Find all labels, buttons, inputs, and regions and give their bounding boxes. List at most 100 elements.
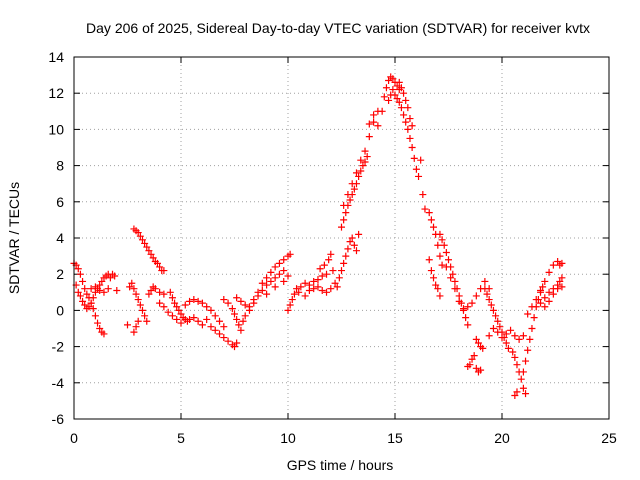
data-point: [241, 312, 249, 320]
grid: [74, 57, 609, 419]
data-point: [147, 250, 155, 258]
data-point: [310, 285, 318, 293]
data-point: [451, 285, 459, 293]
data-point: [258, 286, 266, 294]
data-point: [408, 122, 416, 130]
data-point: [485, 332, 493, 340]
data-point: [134, 296, 142, 304]
data-point: [532, 296, 540, 304]
data-point: [168, 312, 176, 320]
data-point: [87, 299, 95, 307]
data-point: [507, 326, 515, 334]
data-point: [141, 312, 149, 320]
data-point: [156, 299, 164, 307]
data-point: [89, 305, 97, 313]
data-point: [541, 303, 549, 311]
data-point: [235, 321, 243, 329]
data-point: [494, 328, 502, 336]
data-point: [74, 288, 82, 296]
y-tick-label: 4: [56, 230, 64, 246]
data-point: [406, 115, 414, 123]
data-point: [537, 286, 545, 294]
data-point: [427, 216, 435, 224]
data-point: [346, 238, 354, 246]
data-point: [94, 319, 102, 327]
data-point: [541, 277, 549, 285]
data-point: [203, 315, 211, 323]
data-point: [541, 294, 549, 302]
data-point: [549, 261, 557, 269]
data-point: [350, 241, 358, 249]
data-point: [143, 317, 151, 325]
data-point: [395, 98, 403, 106]
data-point: [365, 120, 373, 128]
data-point: [145, 247, 153, 255]
data-point: [558, 283, 566, 291]
data-point: [355, 230, 363, 238]
data-point: [432, 281, 440, 289]
data-point: [156, 288, 164, 296]
data-point: [149, 254, 157, 262]
data-point: [74, 265, 82, 273]
data-point: [175, 306, 183, 314]
data-point: [511, 391, 519, 399]
data-point: [134, 229, 142, 237]
data-point: [79, 277, 87, 285]
data-point: [468, 299, 476, 307]
data-point: [481, 277, 489, 285]
data-point: [415, 172, 423, 180]
data-point: [483, 290, 491, 298]
data-point: [271, 274, 279, 282]
data-point: [434, 285, 442, 293]
data-point: [442, 248, 450, 256]
data-point: [338, 267, 345, 275]
data-point: [494, 317, 502, 325]
data-point: [220, 323, 228, 331]
data-point: [124, 321, 131, 329]
data-point: [554, 285, 562, 293]
data-point: [89, 294, 97, 302]
data-point: [160, 267, 168, 275]
data-point: [511, 332, 519, 340]
data-point: [181, 301, 189, 309]
data-point: [519, 368, 527, 376]
data-point: [153, 259, 161, 267]
data-point: [421, 205, 429, 213]
data-point: [168, 294, 176, 302]
data-point: [198, 299, 206, 307]
data-point: [254, 288, 262, 296]
data-point: [177, 310, 185, 318]
data-point: [228, 305, 236, 313]
data-point: [231, 343, 238, 351]
data-point: [455, 297, 463, 305]
data-point: [519, 384, 527, 392]
data-point: [397, 104, 405, 112]
data-point: [556, 277, 564, 285]
data-point: [203, 303, 211, 311]
data-point: [406, 134, 414, 142]
data-point: [216, 317, 224, 325]
data-point: [151, 285, 159, 293]
data-point: [331, 279, 339, 287]
data-point: [545, 297, 553, 305]
x-tick-label: 0: [70, 430, 78, 446]
data-point: [479, 344, 487, 352]
data-point: [425, 256, 433, 264]
data-point: [489, 325, 497, 332]
data-point: [132, 323, 140, 331]
data-point: [340, 216, 348, 224]
data-point: [186, 315, 194, 323]
data-point: [378, 107, 386, 115]
data-point: [301, 279, 309, 287]
data-point: [374, 122, 382, 130]
data-point: [136, 232, 144, 240]
data-point: [224, 337, 232, 345]
data-point: [524, 346, 532, 354]
data-point: [365, 133, 373, 141]
data-point: [250, 296, 258, 304]
data-point: [320, 261, 328, 269]
data-point: [286, 250, 294, 258]
data-point: [96, 325, 104, 332]
data-point: [342, 209, 350, 217]
